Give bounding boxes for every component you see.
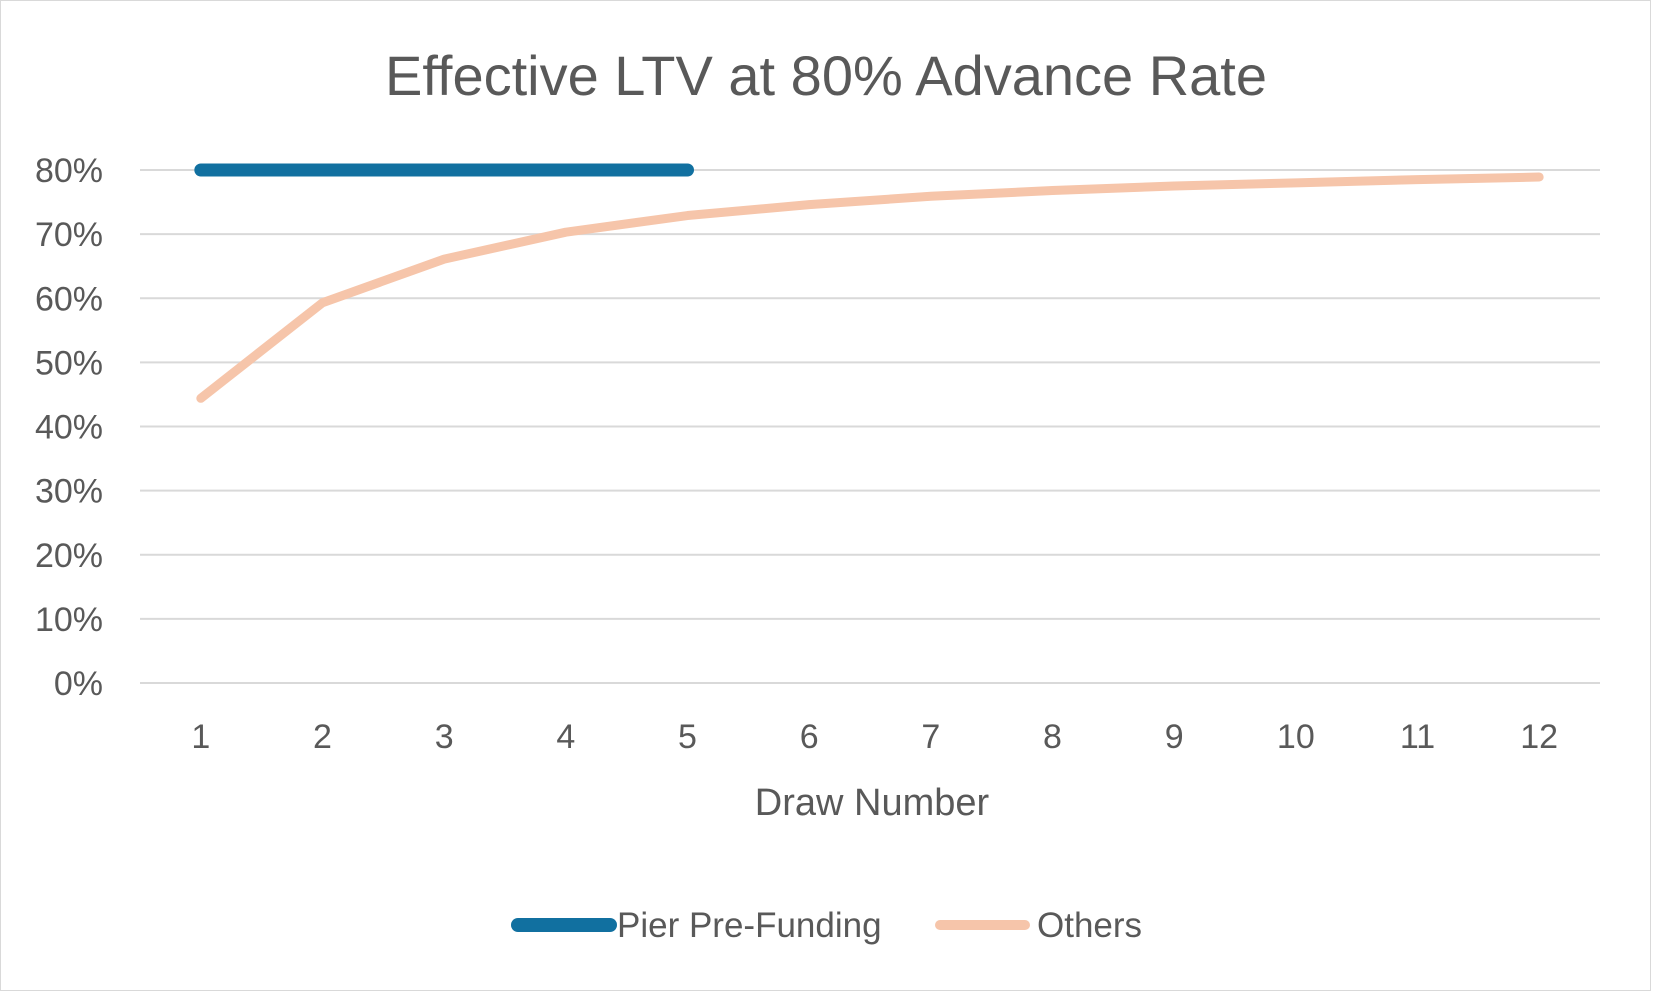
series-line-others xyxy=(196,172,1544,403)
x-tick-label: 12 xyxy=(1520,718,1558,756)
y-tick-label: 0% xyxy=(54,665,103,703)
legend-label: Pier Pre-Funding xyxy=(617,906,882,945)
x-tick-label: 10 xyxy=(1277,718,1315,756)
y-tick-label: 80% xyxy=(35,152,103,190)
y-tick-label: 30% xyxy=(35,473,103,511)
y-tick-label: 60% xyxy=(35,280,103,318)
chart-title: Effective LTV at 80% Advance Rate xyxy=(385,44,1267,107)
x-tick-label: 11 xyxy=(1400,718,1435,756)
y-tick-label: 20% xyxy=(35,537,103,575)
gridlines xyxy=(140,169,1600,684)
x-axis-ticks: 1 2 3 4 5 6 7 8 9 10 11 12 xyxy=(191,718,1558,756)
legend-label: Others xyxy=(1037,906,1142,945)
x-tick-label: 1 xyxy=(191,718,210,756)
y-tick-label: 70% xyxy=(35,216,103,254)
x-tick-label: 5 xyxy=(678,718,697,756)
y-tick-label: 50% xyxy=(35,344,103,382)
y-tick-label: 10% xyxy=(35,601,103,639)
series-layer xyxy=(194,163,1544,403)
y-tick-label: 40% xyxy=(35,409,103,447)
y-axis-ticks: 0% 10% 20% 30% 40% 50% 60% 70% 80% xyxy=(35,152,103,703)
x-tick-label: 3 xyxy=(435,718,454,756)
x-tick-label: 8 xyxy=(1043,718,1062,756)
x-tick-label: 4 xyxy=(556,718,575,756)
legend: Pier Pre-Funding Others xyxy=(511,906,1142,945)
x-tick-label: 9 xyxy=(1165,718,1184,756)
x-axis-title: Draw Number xyxy=(755,782,990,824)
x-tick-label: 6 xyxy=(800,718,819,756)
x-tick-label: 7 xyxy=(921,718,940,756)
x-tick-label: 2 xyxy=(313,718,332,756)
